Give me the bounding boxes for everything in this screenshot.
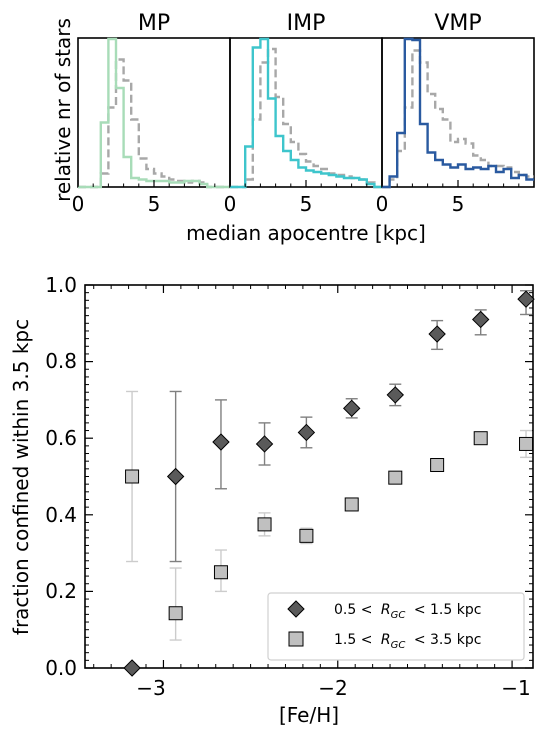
y-axis-label: relative nr of stars [51, 18, 75, 202]
data-point-square [257, 517, 272, 532]
data-point-square [125, 469, 140, 484]
data-point-diamond [428, 325, 446, 343]
error-bars [126, 290, 533, 641]
panel-title: MP [138, 11, 170, 36]
data-point-square [473, 431, 488, 446]
legend-label-sub: GC [391, 640, 406, 651]
data-point-square [299, 528, 314, 543]
histogram-solid-line [78, 37, 230, 189]
histogram-solid-line [382, 37, 534, 189]
data-markers [123, 290, 535, 677]
legend-label-sub: GC [391, 610, 406, 621]
legend: 0.5 < RGC < 1.5 kpc 1.5 < RGC < 3.5 kpc [267, 592, 525, 661]
panel-title: VMP [434, 11, 481, 36]
x-axis-label: [Fe/H] [279, 703, 339, 727]
data-point-diamond [166, 467, 185, 486]
data-point-square [168, 606, 183, 621]
legend-marker-diamond [287, 600, 305, 618]
legend-label-r: R [381, 602, 391, 618]
legend-box [267, 592, 525, 661]
data-point-square [344, 497, 359, 512]
histogram-bars [381, 37, 534, 189]
data-point-diamond [471, 310, 490, 329]
y-tick-label: 0.8 [45, 349, 77, 373]
histogram-dashed-line [230, 47, 382, 189]
legend-label-right: < 3.5 kpc [414, 632, 482, 648]
legend-label: 1.5 < RGC < 3.5 kpc [334, 632, 481, 652]
data-point-diamond [297, 423, 316, 442]
data-point-square [430, 458, 445, 473]
legend-label-r: R [381, 632, 391, 648]
x-tick-label: 5 [452, 192, 465, 216]
histogram-panel-mp: MP [77, 11, 231, 189]
y-tick-label: 0.0 [45, 656, 77, 680]
data-point-diamond [386, 386, 404, 404]
legend-marker-square [288, 631, 304, 647]
x-tick-label: 5 [148, 192, 161, 216]
panel-title: IMP [287, 11, 326, 36]
data-point-diamond [517, 290, 535, 308]
histogram-bars [77, 37, 230, 189]
x-tick-label: 0 [72, 192, 85, 216]
x-tick-label: −1 [501, 676, 530, 700]
histogram-dashed-line [382, 49, 534, 189]
legend-label-left: 1.5 < [334, 632, 372, 648]
x-tick-label: 0 [224, 192, 237, 216]
legend-label: 0.5 < RGC < 1.5 kpc [334, 602, 481, 622]
data-point-diamond [212, 433, 230, 451]
data-point-square [388, 470, 403, 485]
histogram-panel-vmp: VMP [381, 11, 535, 189]
y-tick-label: 0.4 [45, 503, 77, 527]
x-tick-label: 5 [300, 192, 313, 216]
x-tick-label: −2 [318, 676, 347, 700]
data-point-diamond [123, 659, 141, 677]
data-point-square [519, 436, 534, 451]
y-tick-label: 0.2 [45, 579, 77, 603]
x-tick-label: −3 [136, 676, 165, 700]
y-axis-label: fraction confined within 3.5 kpc [9, 319, 33, 635]
legend-label-left: 0.5 < [334, 602, 372, 618]
data-point-square [213, 565, 228, 580]
histogram-panel-imp: IMP [229, 11, 383, 189]
y-tick-label: 0.6 [45, 426, 77, 450]
data-point-diamond [255, 435, 274, 453]
y-tick-label: 1.0 [45, 273, 77, 297]
x-axis-label: median apocentre [kpc] [186, 221, 426, 245]
legend-label-right: < 1.5 kpc [414, 602, 482, 618]
histogram-bars [229, 37, 382, 189]
x-tick-label: 0 [376, 192, 389, 216]
data-point-diamond [343, 399, 361, 418]
histogram-solid-line [230, 37, 382, 189]
scatter-panel: 0.0 0.2 0.4 0.6 0.8 1.0 −3 −2 −1 [Fe/H] … [9, 273, 535, 727]
